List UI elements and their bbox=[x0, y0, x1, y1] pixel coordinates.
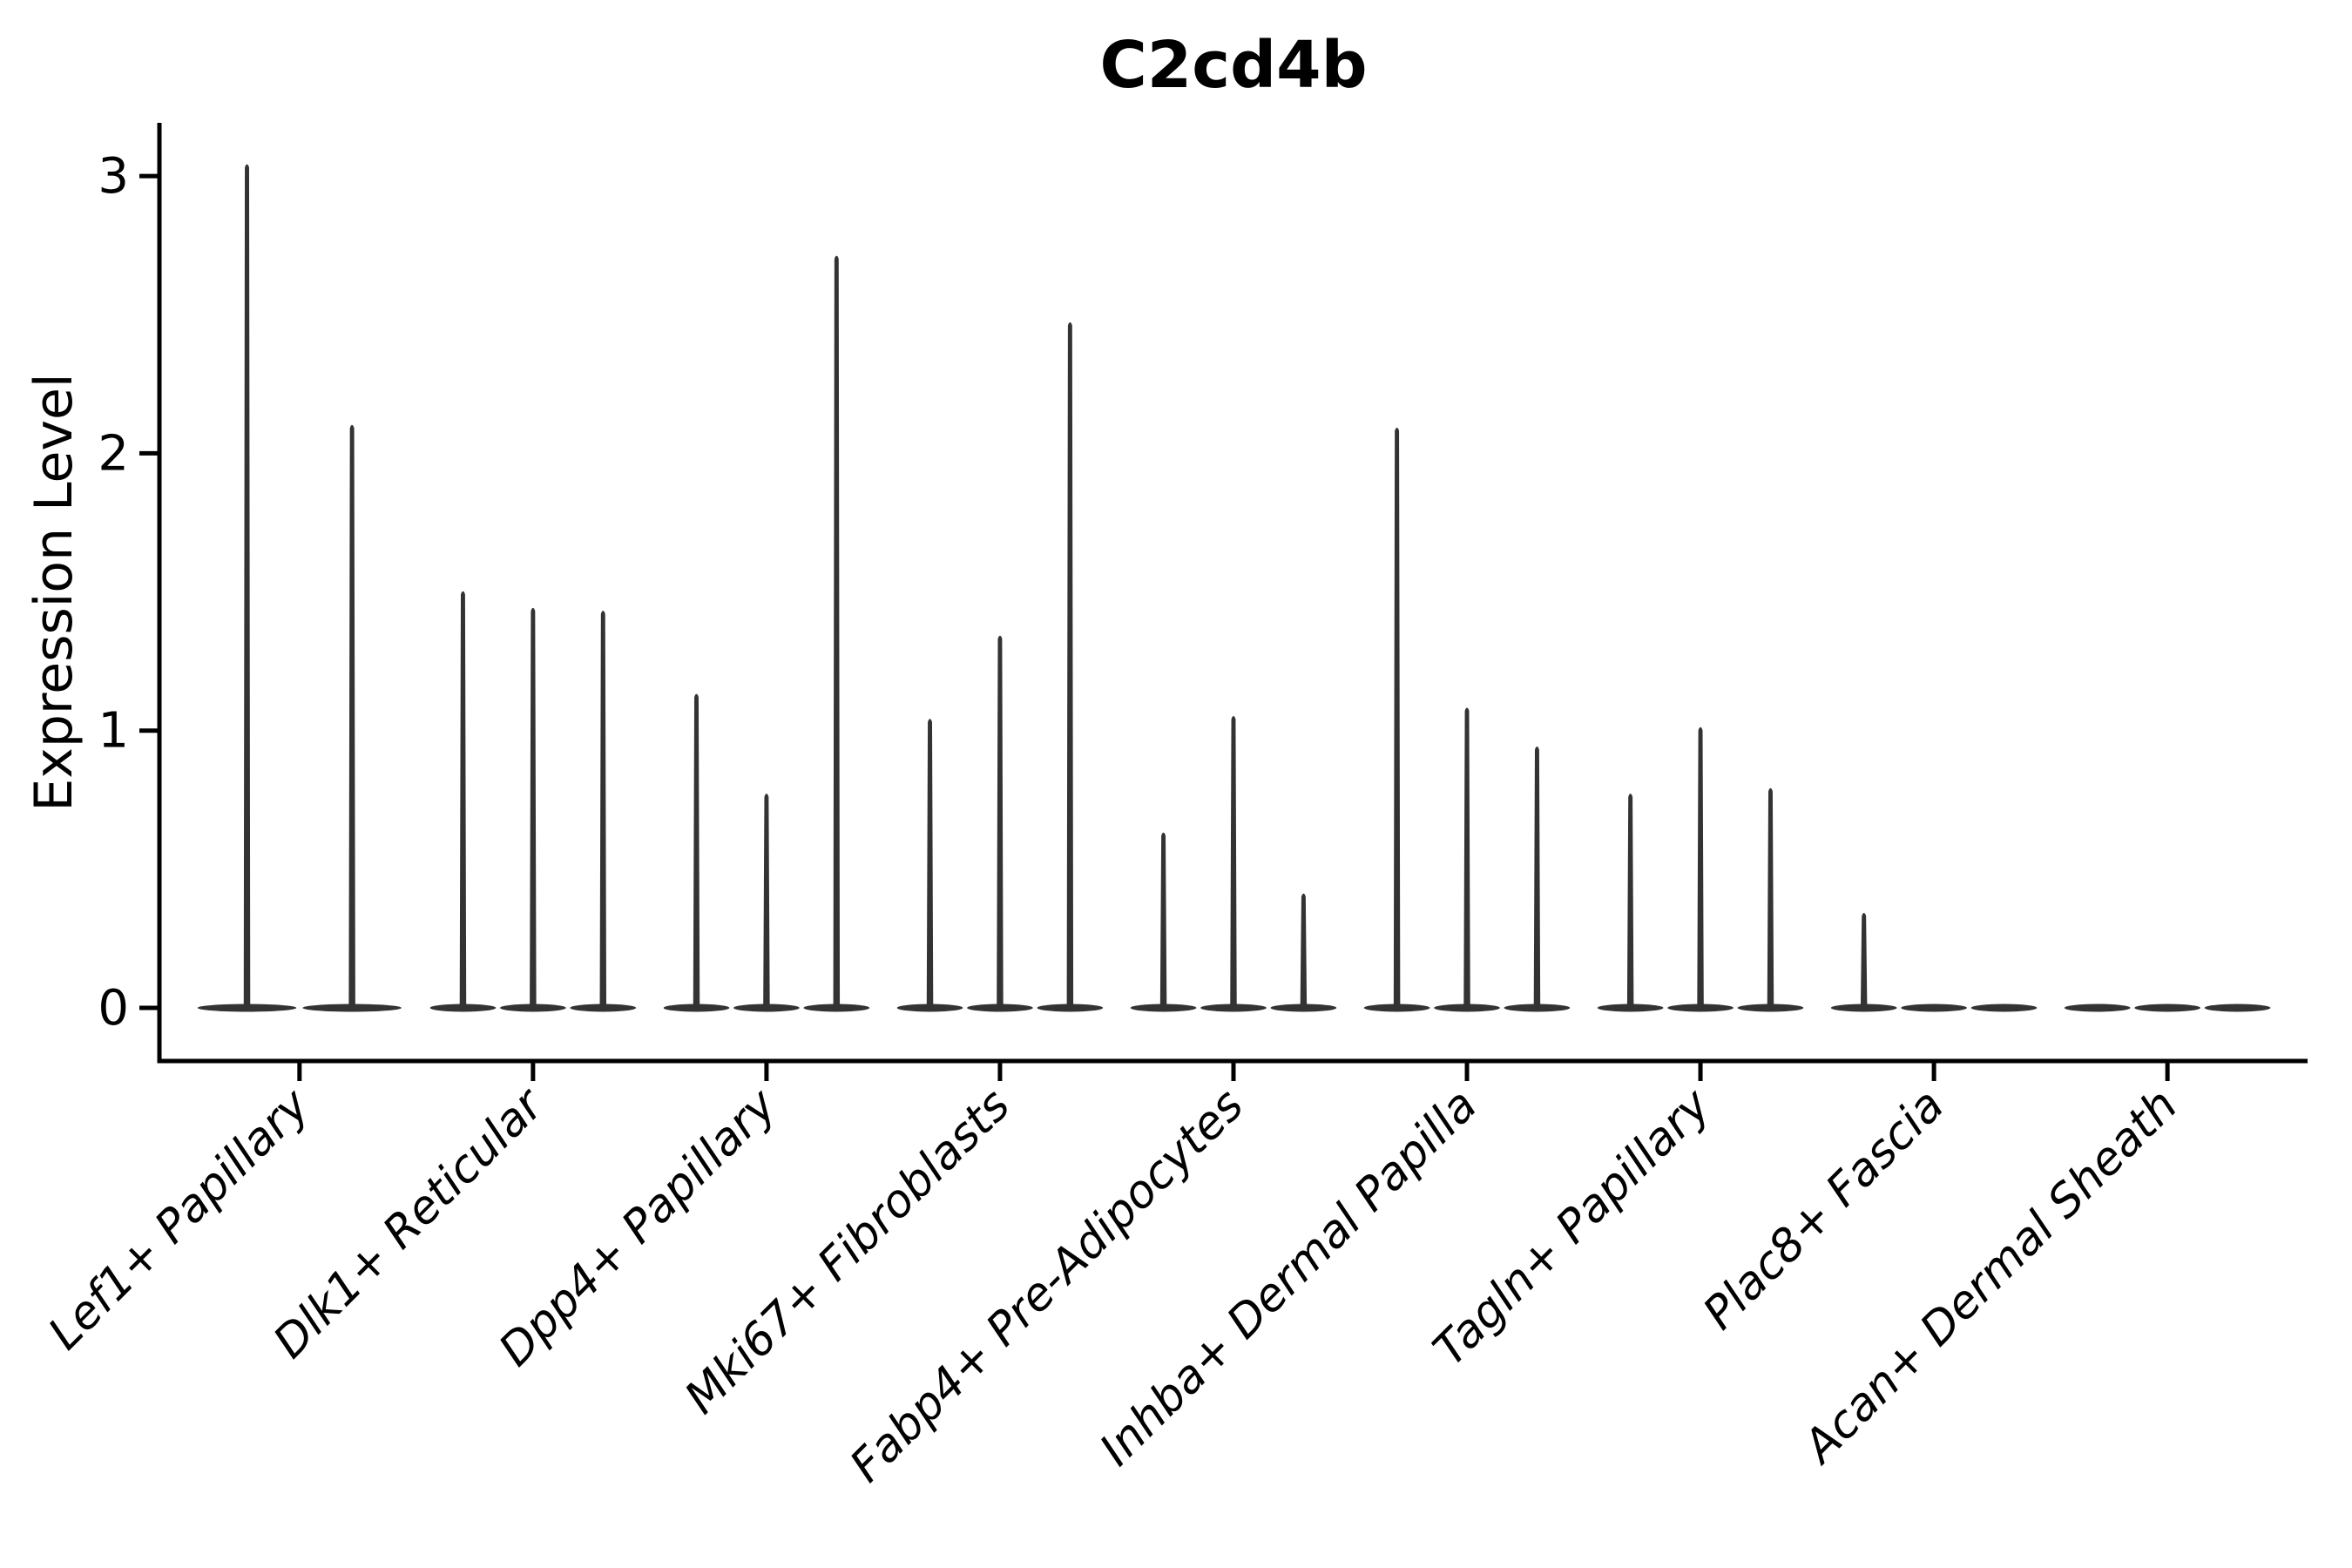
violin-needle bbox=[530, 607, 537, 1009]
violin-base bbox=[2134, 1004, 2200, 1012]
violin-needle bbox=[1533, 747, 1541, 1009]
violin-layer bbox=[197, 164, 2271, 1012]
violin-needle bbox=[926, 719, 934, 1009]
violin-base bbox=[2064, 1004, 2131, 1012]
violin-needle bbox=[997, 635, 1004, 1009]
y-tick-label: 1 bbox=[98, 703, 129, 760]
violin-base bbox=[1970, 1004, 2038, 1012]
violin-needle bbox=[1159, 832, 1167, 1009]
violin-base bbox=[1901, 1004, 1967, 1012]
chart-title: C2cd4b bbox=[1099, 28, 1367, 103]
violin-needle bbox=[599, 611, 607, 1009]
violin-needle bbox=[243, 164, 251, 1009]
violin-base bbox=[2204, 1004, 2271, 1012]
violin-needle bbox=[459, 591, 467, 1009]
violin-needle bbox=[1860, 913, 1868, 1009]
violin-needle bbox=[693, 693, 700, 1009]
violin-needle bbox=[1767, 787, 1774, 1009]
axis-spines bbox=[157, 123, 2308, 1064]
violin-needle bbox=[1626, 794, 1634, 1009]
violin-needle bbox=[1393, 428, 1401, 1009]
y-tick-label: 3 bbox=[98, 148, 129, 205]
y-axis-title: Expression Level bbox=[24, 373, 84, 811]
x-tick-label: Inhba+ Dermal Papilla bbox=[1090, 1079, 1487, 1477]
violin-needle bbox=[763, 794, 770, 1009]
violin-needle bbox=[1230, 716, 1237, 1009]
violin-needle bbox=[1697, 727, 1704, 1009]
y-tick-label: 0 bbox=[98, 980, 129, 1037]
x-tick-label: Plac8+ Fascia bbox=[1693, 1079, 1954, 1340]
violin-needle bbox=[1300, 893, 1308, 1009]
violin-needle bbox=[348, 424, 355, 1009]
violin-needle bbox=[1066, 322, 1074, 1009]
y-tick-label: 2 bbox=[98, 425, 129, 482]
x-tick-label: Fabp4+ Pre-Adipocytes bbox=[841, 1079, 1254, 1493]
axes-layer bbox=[139, 123, 2308, 1081]
x-tick-label: Acan+ Dermal Sheath bbox=[1792, 1079, 2187, 1475]
violin-needle bbox=[833, 255, 841, 1009]
violin-needle bbox=[1463, 707, 1470, 1009]
